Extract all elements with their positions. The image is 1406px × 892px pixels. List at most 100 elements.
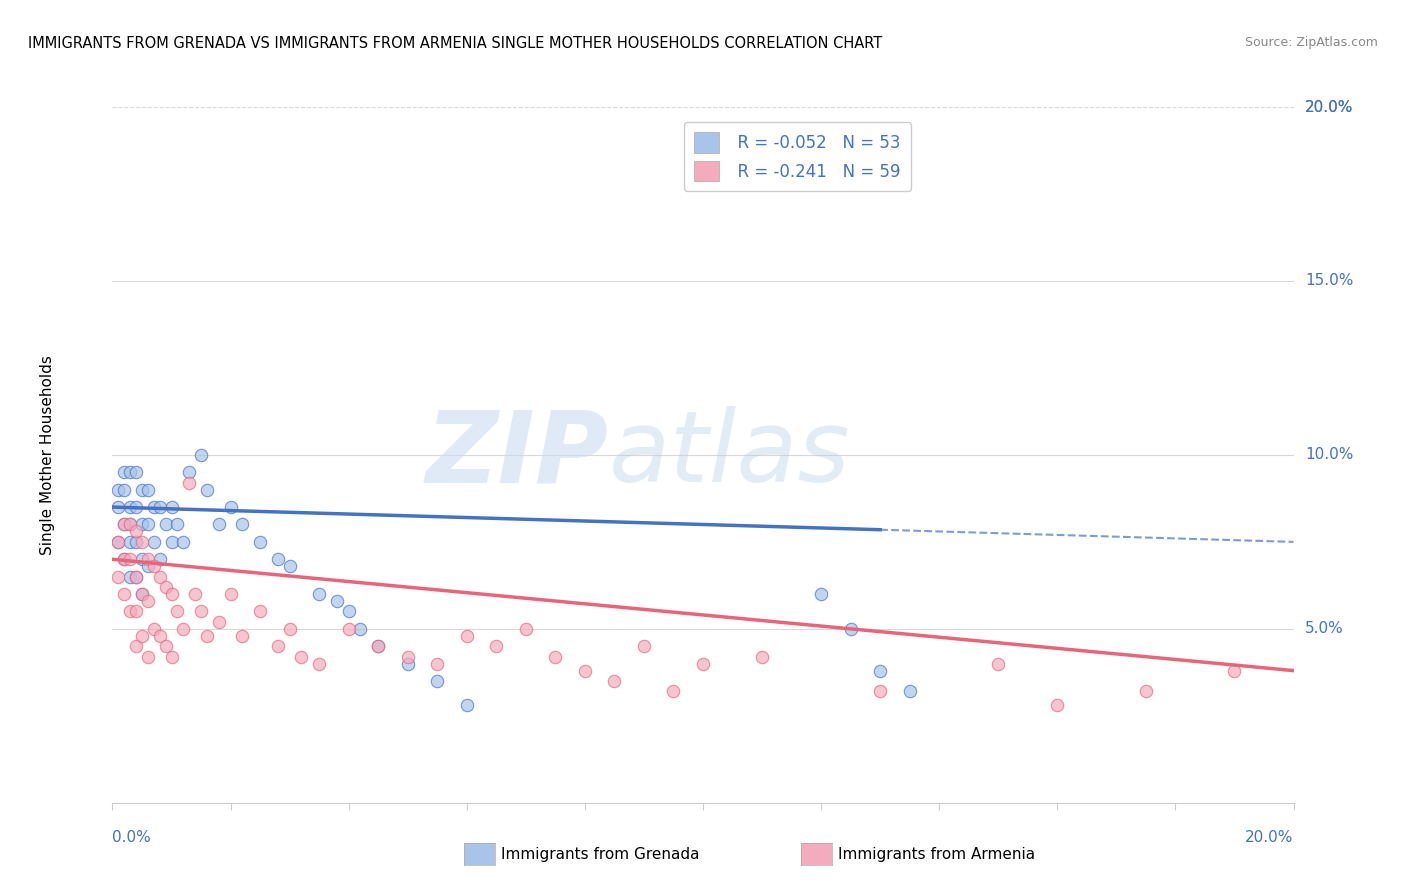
Point [107, 483, 129, 497]
Point [120, 466, 142, 480]
Point [426, 674, 449, 689]
Point [160, 587, 183, 601]
Point [142, 622, 165, 636]
Point [149, 500, 172, 514]
Point [149, 552, 172, 566]
Point [195, 483, 218, 497]
Point [112, 517, 135, 532]
Point [869, 664, 891, 678]
Point [456, 629, 478, 643]
Text: 15.0%: 15.0% [1305, 274, 1354, 288]
Text: 5.0%: 5.0% [1305, 622, 1344, 636]
Point [125, 605, 148, 619]
Point [120, 500, 142, 514]
Point [112, 552, 135, 566]
Point [131, 587, 153, 601]
Point [125, 534, 148, 549]
Point [120, 517, 142, 532]
Text: 20.0%: 20.0% [1246, 830, 1294, 845]
Text: Immigrants from Armenia: Immigrants from Armenia [838, 847, 1035, 862]
Point [751, 649, 773, 664]
Point [142, 500, 165, 514]
Text: 0.0%: 0.0% [112, 830, 152, 845]
Point [456, 698, 478, 713]
Point [219, 500, 242, 514]
Point [112, 483, 135, 497]
Point [125, 524, 148, 539]
Point [426, 657, 449, 671]
Point [166, 605, 188, 619]
Point [125, 466, 148, 480]
Point [1135, 684, 1157, 698]
Point [485, 639, 508, 653]
Point [131, 517, 153, 532]
Point [155, 580, 177, 594]
Point [869, 684, 891, 698]
Point [136, 559, 159, 574]
Point [208, 615, 231, 629]
Point [142, 534, 165, 549]
Point [131, 587, 153, 601]
Point [308, 657, 330, 671]
Point [172, 534, 194, 549]
Point [125, 639, 148, 653]
Point [190, 605, 212, 619]
Legend:   R = -0.052   N = 53,   R = -0.241   N = 59: R = -0.052 N = 53, R = -0.241 N = 59 [685, 122, 911, 191]
Text: 20.0%: 20.0% [1305, 100, 1354, 114]
Point [195, 629, 218, 643]
Point [349, 622, 371, 636]
Point [337, 622, 360, 636]
Point [131, 483, 153, 497]
Point [1223, 664, 1246, 678]
Point [149, 570, 172, 584]
Point [190, 448, 212, 462]
Point [112, 587, 135, 601]
Point [898, 684, 921, 698]
Point [987, 657, 1010, 671]
Point [107, 570, 129, 584]
Point [120, 534, 142, 549]
Point [107, 534, 129, 549]
Point [107, 500, 129, 514]
Point [278, 622, 301, 636]
Point [208, 517, 231, 532]
Point [179, 475, 201, 490]
Point [112, 552, 135, 566]
Point [367, 639, 389, 653]
Point [136, 649, 159, 664]
Text: Immigrants from Grenada: Immigrants from Grenada [501, 847, 699, 862]
Point [149, 629, 172, 643]
Point [367, 639, 389, 653]
Point [166, 517, 188, 532]
Point [396, 649, 419, 664]
Point [249, 605, 271, 619]
Point [120, 605, 142, 619]
Point [692, 657, 714, 671]
Point [107, 534, 129, 549]
Point [396, 657, 419, 671]
Point [326, 594, 349, 608]
Point [125, 570, 148, 584]
Point [231, 517, 253, 532]
Point [120, 552, 142, 566]
Point [267, 552, 290, 566]
Text: IMMIGRANTS FROM GRENADA VS IMMIGRANTS FROM ARMENIA SINGLE MOTHER HOUSEHOLDS CORR: IMMIGRANTS FROM GRENADA VS IMMIGRANTS FR… [28, 36, 883, 51]
Point [1046, 698, 1069, 713]
Point [136, 517, 159, 532]
Point [155, 517, 177, 532]
Point [160, 500, 183, 514]
Point [231, 629, 253, 643]
Point [810, 587, 832, 601]
Point [172, 622, 194, 636]
Point [337, 605, 360, 619]
Point [131, 534, 153, 549]
Point [515, 622, 537, 636]
Point [179, 466, 201, 480]
Point [544, 649, 567, 664]
Point [136, 594, 159, 608]
Point [125, 500, 148, 514]
Point [131, 629, 153, 643]
Point [219, 587, 242, 601]
Point [662, 684, 685, 698]
Point [112, 517, 135, 532]
